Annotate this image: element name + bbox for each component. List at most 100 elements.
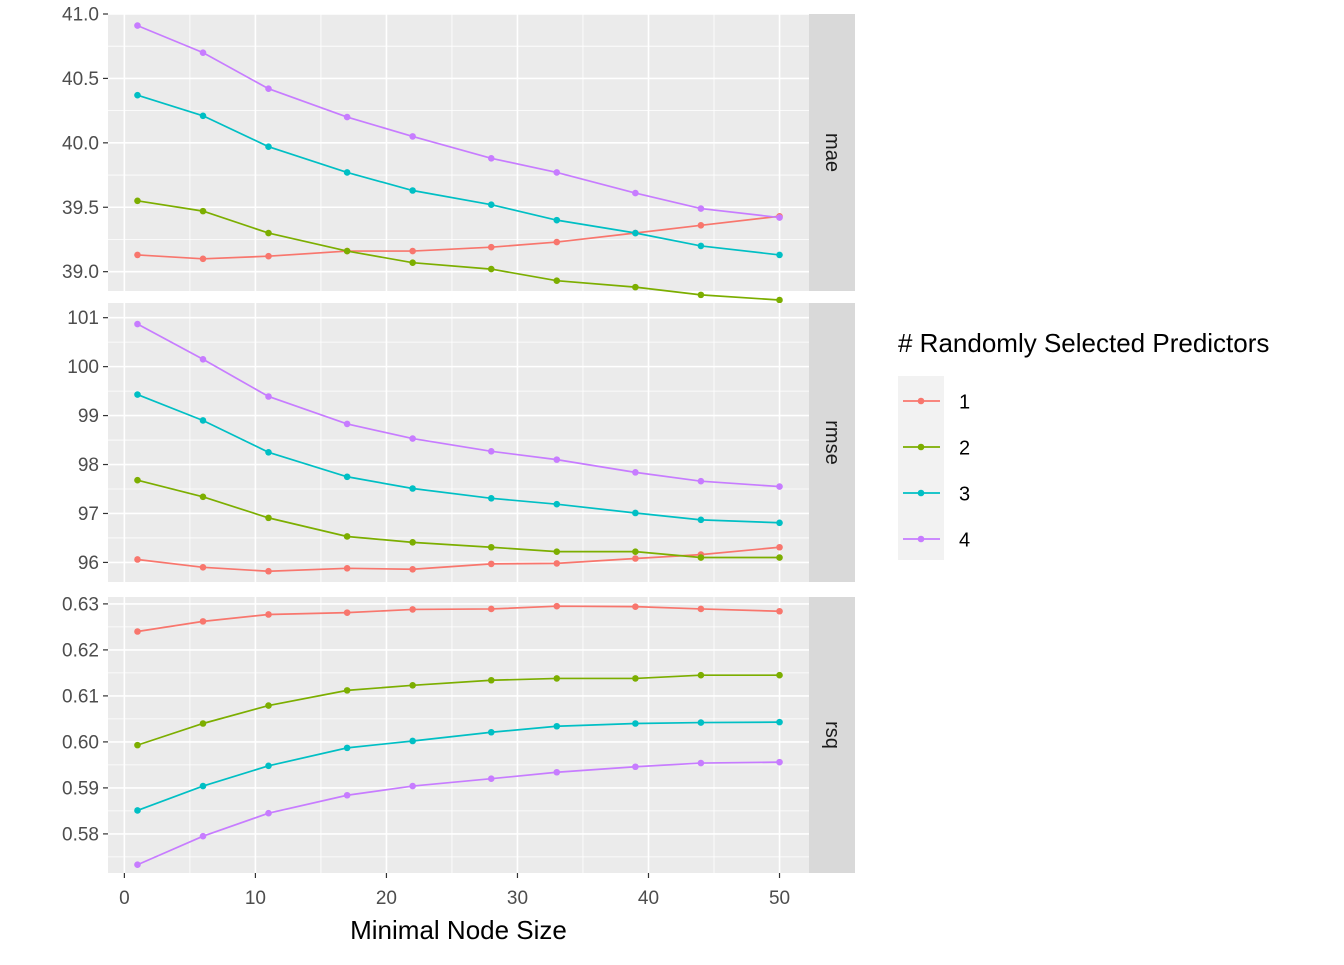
y-tick-label: 99	[78, 406, 99, 427]
series-line-1	[137, 546, 780, 573]
data-point	[134, 391, 141, 398]
data-point	[553, 768, 561, 776]
data-point	[265, 514, 272, 522]
strip-mae	[809, 14, 855, 291]
data-point	[199, 255, 207, 263]
panel-background-rsq	[108, 597, 809, 873]
data-point	[265, 448, 272, 456]
data-point	[487, 243, 495, 251]
data-point	[553, 277, 561, 284]
data-point	[697, 554, 705, 561]
data-point	[265, 809, 272, 817]
data-point	[697, 605, 705, 613]
data-point	[199, 49, 207, 56]
data-point	[776, 296, 783, 304]
data-point	[409, 133, 416, 140]
data-point	[134, 320, 141, 328]
y-tick-label: 39.5	[62, 198, 99, 219]
data-point	[487, 543, 495, 551]
y-tick-label: 0.59	[62, 778, 99, 799]
y-tick-label: 0.58	[62, 824, 99, 845]
data-point	[343, 744, 351, 752]
strip-label: rsq	[821, 721, 843, 749]
data-point	[776, 251, 783, 259]
x-tick-label: 40	[638, 888, 659, 909]
data-point	[776, 483, 783, 490]
data-point	[199, 720, 207, 727]
data-point	[343, 791, 351, 799]
data-point	[134, 22, 141, 29]
data-point	[134, 476, 141, 484]
data-point	[553, 216, 561, 224]
x-tick-label: 20	[376, 888, 397, 909]
series-line-3	[137, 94, 780, 256]
data-point	[553, 456, 561, 463]
data-point	[487, 775, 495, 782]
y-tick-label: 40.0	[62, 133, 99, 154]
data-point	[776, 519, 783, 527]
y-tick-label: 41.0	[62, 5, 99, 26]
y-tick-label: 0.61	[62, 686, 99, 707]
data-point	[134, 197, 141, 205]
series-line-2	[137, 199, 780, 301]
y-tick-label: 98	[78, 455, 99, 476]
data-point	[343, 247, 351, 255]
legend-title: # Randomly Selected Predictors	[898, 328, 1269, 358]
legend-key-point	[917, 397, 925, 405]
data-point	[199, 832, 207, 840]
data-point	[697, 671, 705, 679]
data-point	[343, 564, 351, 572]
data-point	[134, 251, 141, 259]
data-point	[343, 533, 351, 540]
data-point	[343, 473, 351, 481]
legend-key-point	[917, 443, 925, 451]
legend-label: 2	[959, 438, 970, 460]
legend-label: 4	[959, 530, 970, 552]
data-point	[632, 229, 639, 237]
y-tick-label: 100	[67, 357, 99, 378]
data-point	[343, 420, 351, 428]
data-point	[553, 722, 561, 730]
strip-rmse	[809, 303, 855, 582]
data-point	[343, 113, 351, 121]
y-tick-label: 39.0	[62, 262, 99, 283]
data-point	[343, 169, 351, 176]
data-point	[409, 606, 416, 613]
data-point	[632, 720, 639, 727]
x-tick-label: 50	[769, 888, 790, 909]
data-point	[265, 702, 272, 709]
data-point	[409, 782, 416, 790]
data-point	[632, 189, 639, 197]
data-point	[409, 485, 416, 492]
data-point	[134, 861, 141, 869]
data-point	[199, 564, 207, 571]
data-point	[199, 355, 207, 363]
x-tick-label: 30	[507, 888, 528, 909]
data-point	[265, 252, 272, 260]
data-point	[409, 435, 416, 442]
data-point	[409, 539, 416, 546]
data-point	[199, 112, 207, 120]
series-line-2	[137, 479, 780, 559]
data-point	[697, 759, 705, 767]
data-point	[199, 618, 207, 625]
strip-rsq	[809, 597, 855, 873]
data-point	[776, 543, 783, 551]
data-point	[553, 675, 561, 682]
strip-label: mae	[821, 133, 843, 172]
series-line-1	[137, 215, 780, 260]
data-point	[134, 807, 141, 814]
data-point	[487, 154, 495, 162]
data-point	[409, 259, 416, 266]
data-point	[632, 283, 639, 291]
y-tick-label: 97	[78, 504, 99, 525]
data-point	[265, 567, 272, 575]
data-point	[776, 607, 783, 615]
data-point	[553, 560, 561, 567]
y-tick-label: 40.5	[62, 69, 99, 90]
legend-key-point	[917, 535, 925, 543]
data-point	[697, 719, 705, 726]
x-axis-title: Minimal Node Size	[350, 915, 567, 945]
x-tick-label: 0	[119, 888, 130, 909]
